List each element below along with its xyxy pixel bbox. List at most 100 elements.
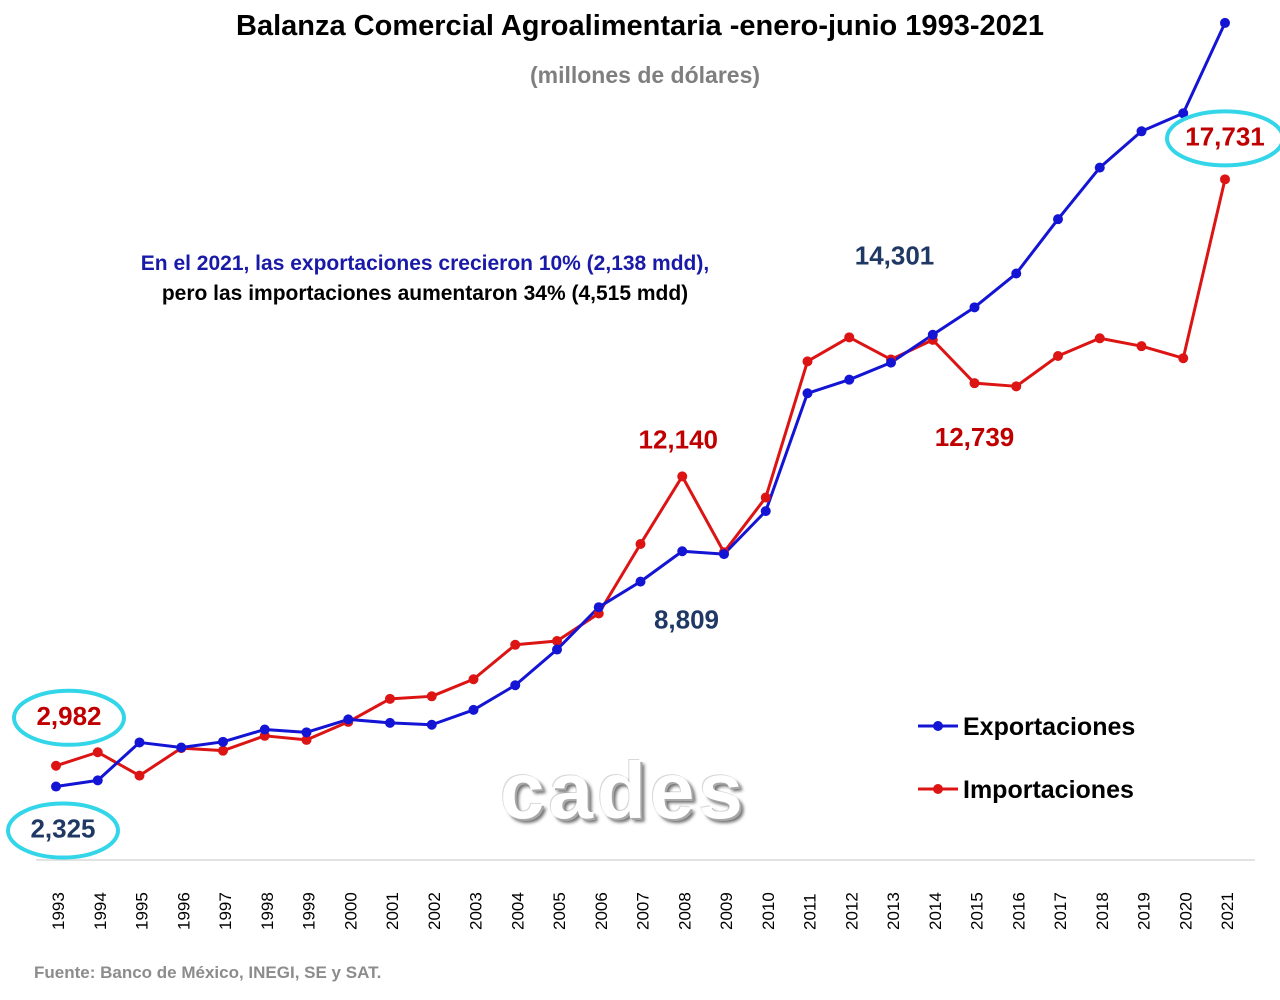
data-point-exportaciones bbox=[134, 737, 145, 748]
x-tick-label: 1997 bbox=[216, 892, 235, 930]
cades-watermark: cades bbox=[500, 746, 747, 835]
data-point-exportaciones bbox=[301, 727, 312, 738]
data-point-exportaciones bbox=[51, 781, 61, 792]
data-point-importaciones bbox=[1053, 350, 1063, 361]
data-point-exportaciones bbox=[886, 357, 896, 368]
legend-marker-exportaciones bbox=[933, 721, 943, 731]
data-label: 12,739 bbox=[935, 422, 1015, 452]
x-tick-label: 1999 bbox=[300, 892, 319, 930]
data-point-exportaciones bbox=[218, 736, 228, 747]
data-point-importaciones bbox=[635, 539, 646, 549]
data-label: 2,982 bbox=[36, 701, 101, 731]
data-point-importaciones bbox=[1094, 333, 1105, 344]
x-tick-label: 2008 bbox=[675, 892, 694, 930]
data-point-importaciones bbox=[468, 674, 479, 685]
x-tick-label: 2007 bbox=[634, 892, 653, 930]
data-point-exportaciones bbox=[927, 329, 938, 340]
data-point-exportaciones bbox=[1053, 214, 1063, 225]
data-label: 8,809 bbox=[654, 605, 719, 635]
x-tick-label: 2021 bbox=[1218, 892, 1237, 930]
x-tick-label: 2018 bbox=[1093, 892, 1112, 930]
data-point-exportaciones bbox=[343, 714, 354, 725]
data-point-exportaciones bbox=[760, 506, 771, 517]
data-point-importaciones bbox=[510, 639, 521, 650]
legend-label-exportaciones: Exportaciones bbox=[963, 713, 1135, 741]
x-tick-label: 2011 bbox=[801, 893, 820, 930]
data-point-exportaciones bbox=[468, 704, 479, 715]
data-point-exportaciones bbox=[552, 644, 562, 655]
x-tick-label: 2016 bbox=[1009, 892, 1028, 930]
x-tick-label: 2005 bbox=[550, 892, 569, 930]
x-tick-label: 2003 bbox=[467, 892, 486, 930]
data-point-importaciones bbox=[969, 378, 980, 389]
data-point-exportaciones bbox=[677, 546, 688, 557]
x-tick-label: 1993 bbox=[49, 892, 68, 930]
data-point-importaciones bbox=[51, 760, 61, 771]
highlight-ring bbox=[6, 801, 120, 860]
data-point-exportaciones bbox=[593, 602, 604, 613]
x-tick-label: 2017 bbox=[1051, 892, 1070, 930]
data-point-importaciones bbox=[802, 356, 813, 367]
x-tick-label: 2010 bbox=[759, 892, 778, 930]
data-point-exportaciones bbox=[1094, 162, 1105, 173]
data-point-exportaciones bbox=[259, 724, 270, 735]
data-point-exportaciones bbox=[969, 302, 980, 313]
x-tick-label: 2001 bbox=[383, 892, 402, 930]
data-point-exportaciones bbox=[176, 742, 187, 753]
data-point-exportaciones bbox=[802, 388, 813, 399]
data-point-exportaciones bbox=[385, 717, 395, 728]
annotation-note-exports: En el 2021, las exportaciones crecieron … bbox=[140, 252, 710, 275]
data-point-exportaciones bbox=[426, 719, 437, 730]
legend-label-importaciones: Importaciones bbox=[963, 776, 1134, 804]
chart-subtitle: (millones de dólares) bbox=[529, 62, 761, 88]
data-point-exportaciones bbox=[1011, 268, 1022, 279]
x-tick-label: 2015 bbox=[968, 892, 987, 930]
x-tick-label: 2000 bbox=[341, 892, 360, 930]
source-note: Fuente: Banco de México, INEGI, SE y SAT… bbox=[34, 963, 382, 982]
data-point-importaciones bbox=[301, 734, 312, 745]
data-point-exportaciones bbox=[844, 374, 855, 385]
series-line-importaciones bbox=[55, 178, 1227, 778]
data-point-importaciones bbox=[844, 332, 855, 343]
legend-marker-importaciones bbox=[933, 784, 943, 794]
data-point-exportaciones bbox=[92, 775, 103, 786]
highlight-ring bbox=[1165, 109, 1280, 168]
data-label: 17,731 bbox=[1185, 121, 1265, 151]
highlight-ring bbox=[12, 688, 126, 747]
data-point-exportaciones bbox=[635, 576, 646, 587]
chart-title: Balanza Comercial Agroalimentaria -enero… bbox=[236, 10, 1044, 42]
data-point-importaciones bbox=[134, 770, 145, 781]
data-point-exportaciones bbox=[719, 549, 729, 560]
data-point-importaciones bbox=[218, 745, 228, 756]
data-point-importaciones bbox=[1178, 353, 1189, 364]
x-tick-label: 1998 bbox=[258, 892, 277, 930]
data-point-exportaciones bbox=[1178, 108, 1189, 119]
x-tick-label: 2004 bbox=[508, 892, 527, 930]
x-tick-label: 2013 bbox=[884, 892, 903, 930]
data-label: 2,325 bbox=[30, 814, 95, 844]
x-tick-label: 2002 bbox=[425, 892, 444, 930]
data-point-exportaciones bbox=[510, 680, 521, 691]
x-tick-label: 2020 bbox=[1176, 892, 1195, 930]
x-tick-label: 2006 bbox=[592, 892, 611, 930]
data-point-importaciones bbox=[552, 636, 562, 647]
x-tick-label: 1995 bbox=[133, 892, 152, 930]
data-point-importaciones bbox=[760, 492, 771, 503]
data-point-importaciones bbox=[677, 471, 688, 482]
series-line-exportaciones bbox=[55, 22, 1227, 789]
annotation-note-imports: pero las importaciones aumentaron 34% (4… bbox=[161, 282, 689, 305]
data-point-importaciones bbox=[426, 691, 437, 702]
x-tick-label: 2009 bbox=[717, 892, 736, 930]
data-point-importaciones bbox=[1011, 381, 1022, 392]
data-point-importaciones bbox=[1136, 341, 1147, 352]
data-point-exportaciones bbox=[1220, 17, 1230, 28]
data-point-importaciones bbox=[385, 693, 395, 704]
x-tick-label: 1994 bbox=[91, 892, 110, 930]
x-tick-label: 2019 bbox=[1135, 892, 1154, 930]
data-label: 12,140 bbox=[638, 424, 718, 454]
data-point-importaciones bbox=[1220, 174, 1230, 185]
data-point-importaciones bbox=[92, 747, 103, 758]
x-tick-label: 2012 bbox=[842, 892, 861, 930]
x-tick-label: 2014 bbox=[926, 892, 945, 930]
